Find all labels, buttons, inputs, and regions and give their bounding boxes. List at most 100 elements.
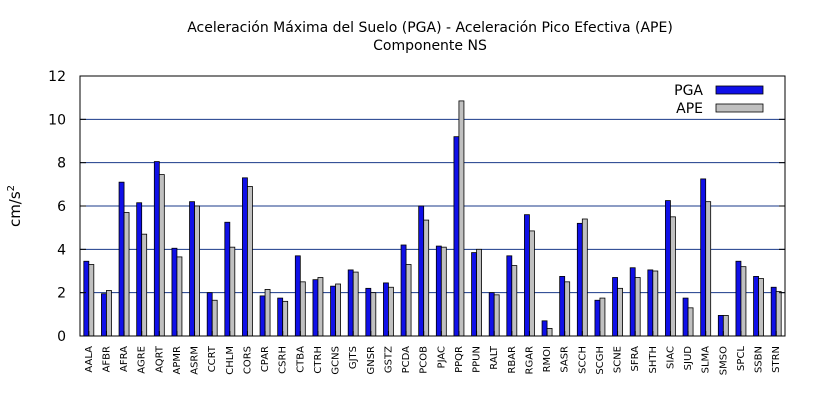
x-tick-label: RBAR — [507, 346, 518, 374]
bar-pga-shth — [647, 269, 654, 337]
bar-pga-sasr — [559, 276, 566, 337]
bar-pga-chlm — [224, 221, 231, 337]
bar-pga-pjac — [435, 245, 442, 337]
x-tick-label: AQRT — [154, 345, 165, 373]
bar-pga-scgh — [594, 299, 601, 337]
bar-pga-aala — [83, 260, 90, 337]
bar-ape-chlm — [229, 246, 236, 337]
x-tick-label: CTRH — [313, 346, 324, 374]
bar-ape-pjac — [440, 246, 447, 337]
bar-ape-aala — [88, 264, 95, 337]
bar-ape-scch — [581, 218, 588, 337]
bar-pga-cors — [242, 177, 248, 337]
x-tick-label: CSRH — [278, 346, 289, 374]
bar-ape-scne — [617, 287, 623, 337]
x-tick-label: CHLM — [225, 346, 236, 375]
x-tick-label: AGRE — [137, 346, 148, 374]
y-tick-label: 0 — [57, 329, 66, 345]
x-tick-label: SMSO — [718, 346, 729, 375]
bar-ape-smso — [722, 315, 729, 337]
x-tick-label: SSBN — [754, 346, 765, 373]
x-tick-label: SCNE — [613, 346, 624, 373]
y-axis-label: cm/s2 — [6, 185, 24, 227]
x-tick-label: RGAR — [524, 346, 535, 375]
bar-ape-ppqr — [458, 100, 465, 337]
legend-swatch-pga — [715, 85, 764, 95]
x-tick-label: SCGH — [595, 346, 606, 375]
x-tick-label: SCCH — [577, 346, 588, 374]
x-tick-label: RALT — [489, 345, 500, 370]
x-tick-label: PCDA — [401, 346, 412, 374]
bar-ape-pcda — [405, 264, 412, 337]
bar-ape-sjud — [687, 307, 694, 337]
x-tick-label: CCRT — [207, 345, 218, 372]
bar-pga-asrm — [189, 201, 195, 337]
x-tick-label: SASR — [560, 346, 571, 373]
bar-ape-sasr — [564, 281, 571, 337]
x-tick-label: GJTS — [348, 346, 359, 369]
x-tick-label: SIAC — [665, 346, 676, 369]
x-tick-label: CTBA — [295, 346, 306, 373]
bar-ape-agre — [141, 233, 148, 337]
y-axis-label-superscript: 2 — [6, 185, 17, 191]
bar-ape-spcl — [740, 266, 747, 337]
bar-ape-afra — [123, 212, 130, 337]
bar-ape-siac — [670, 216, 676, 337]
bar-pga-scch — [576, 222, 583, 337]
x-tick-label: SFRA — [630, 346, 641, 372]
bar-ape-gstz — [388, 286, 394, 337]
bar-ape-shth — [652, 270, 659, 337]
x-tick-label: CORS — [242, 346, 253, 374]
x-tick-label: AFBR — [101, 346, 112, 372]
bar-pga-pcda — [400, 244, 407, 337]
bar-ape-sfra — [634, 277, 641, 337]
x-tick-label: SPCL — [736, 346, 747, 371]
bar-ape-scgh — [599, 297, 606, 337]
y-tick-label: 12 — [48, 69, 66, 85]
bar-pga-slma — [700, 178, 707, 337]
bar-ape-ralt — [493, 294, 500, 337]
y-ticks: 0 2 4 6 8 10 12 — [48, 69, 785, 345]
x-tick-label: AALA — [84, 346, 95, 373]
bar-pga-rmoi — [541, 320, 548, 337]
bar-ape-ctba — [299, 281, 306, 337]
bar-ape-asrm — [194, 205, 200, 337]
bar-ape-aqrt — [158, 174, 165, 337]
x-tick-label: SLMA — [701, 346, 712, 374]
y-tick-label: 8 — [57, 156, 66, 172]
bar-pga-gnsr — [365, 287, 372, 337]
x-tick-label: SJUD — [683, 346, 694, 371]
bar-ape-ssbn — [758, 278, 764, 337]
x-tick-label: SHTH — [648, 346, 659, 374]
bar-ape-gjts — [352, 271, 359, 337]
bar-pga-strn — [770, 286, 777, 337]
bar-ape-cpar — [264, 289, 271, 337]
chart-title: Aceleración Máxima del Suelo (PGA) - Ace… — [187, 20, 673, 36]
bar-pga-ssbn — [753, 276, 759, 337]
bar-ape-ppun — [476, 248, 482, 337]
bar-pga-scne — [612, 277, 618, 337]
bar-ape-rbar — [511, 265, 518, 337]
bar-pga-gcns — [330, 285, 336, 337]
bar-ape-gcns — [335, 283, 341, 337]
bar-pga-cpar — [259, 295, 266, 337]
grid-lines — [80, 118, 785, 294]
x-ticks: AALA AFBR AFRA AGRE AQRT APMR ASRM CCRT CHLM CORS… — [84, 331, 782, 375]
x-tick-label: PPQR — [454, 346, 465, 373]
bar-pga-ppun — [471, 252, 477, 337]
bar-pga-ppqr — [453, 136, 460, 337]
bar-pga-sfra — [629, 267, 636, 337]
x-tick-label: RMOI — [542, 346, 553, 372]
bar-ape-slma — [705, 201, 712, 337]
bar-pga-sjud — [682, 297, 689, 337]
bar-pga-csrh — [277, 297, 284, 337]
bar-ape-pcob — [423, 219, 430, 337]
bar-pga-pcob — [418, 205, 425, 337]
bar-ape-ccrt — [211, 299, 218, 337]
bar-pga-gstz — [383, 282, 389, 337]
bar-pga-apmr — [171, 247, 178, 337]
legend-label-pga: PGA — [674, 83, 703, 99]
bar-ape-cors — [247, 186, 253, 337]
bar-pga-gjts — [347, 269, 354, 337]
